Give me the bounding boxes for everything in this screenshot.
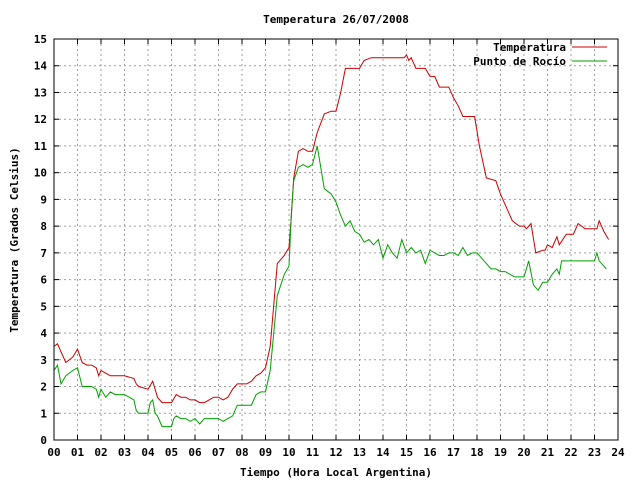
y-tick-label: 7 <box>40 247 47 260</box>
x-tick-label: 01 <box>71 446 85 459</box>
y-tick-label: 8 <box>40 220 47 233</box>
y-tick-label: 9 <box>40 193 47 206</box>
x-tick-label: 08 <box>235 446 248 459</box>
y-tick-label: 15 <box>34 33 47 46</box>
y-tick-label: 12 <box>34 113 47 126</box>
series-line-punto-de-rocio <box>53 145 607 428</box>
x-tick-label: 16 <box>423 446 437 459</box>
series-line-temperatura <box>53 54 610 404</box>
chart-title: Temperatura 26/07/2008 <box>263 13 409 26</box>
legend-label: Temperatura <box>493 41 566 54</box>
x-tick-label: 12 <box>329 446 342 459</box>
y-tick-label: 10 <box>34 167 47 180</box>
x-tick-label: 19 <box>494 446 507 459</box>
x-tick-label: 05 <box>165 446 178 459</box>
x-tick-label: 17 <box>447 446 460 459</box>
grid <box>54 39 618 440</box>
series-layer <box>53 54 610 428</box>
x-tick-label: 22 <box>564 446 577 459</box>
y-tick-label: 3 <box>40 354 47 367</box>
x-tick-label: 18 <box>470 446 483 459</box>
y-tick-label: 6 <box>40 274 47 287</box>
x-axis-label: Tiempo (Hora Local Argentina) <box>240 466 432 479</box>
ticks: 00 01 02 03 04 05 06 07 08 09 10 11 12 13 14 15 16 17 18 19… <box>34 33 625 459</box>
y-tick-label: 2 <box>40 381 47 394</box>
y-tick-label: 1 <box>40 407 47 420</box>
x-tick-label: 00 <box>47 446 60 459</box>
x-tick-label: 09 <box>259 446 272 459</box>
x-tick-label: 07 <box>212 446 225 459</box>
x-tick-label: 21 <box>541 446 555 459</box>
x-tick-label: 10 <box>282 446 295 459</box>
x-tick-label: 14 <box>376 446 390 459</box>
y-axis-label: Temperatura (Grados Celsius) <box>8 147 21 332</box>
x-tick-label: 02 <box>94 446 107 459</box>
y-tick-label: 11 <box>34 140 48 153</box>
x-tick-label: 06 <box>188 446 202 459</box>
y-tick-label: 13 <box>34 86 47 99</box>
x-tick-label: 04 <box>141 446 155 459</box>
x-tick-label: 24 <box>611 446 625 459</box>
y-tick-label: 5 <box>40 300 47 313</box>
x-tick-label: 23 <box>588 446 601 459</box>
x-tick-label: 13 <box>353 446 366 459</box>
y-tick-label: 14 <box>34 60 48 73</box>
x-tick-label: 15 <box>400 446 413 459</box>
y-tick-label: 4 <box>40 327 47 340</box>
y-tick-label: 0 <box>40 434 47 447</box>
x-tick-label: 03 <box>118 446 131 459</box>
legend-label: Punto de Rocío <box>473 55 566 68</box>
x-tick-label: 11 <box>306 446 320 459</box>
x-tick-label: 20 <box>517 446 530 459</box>
